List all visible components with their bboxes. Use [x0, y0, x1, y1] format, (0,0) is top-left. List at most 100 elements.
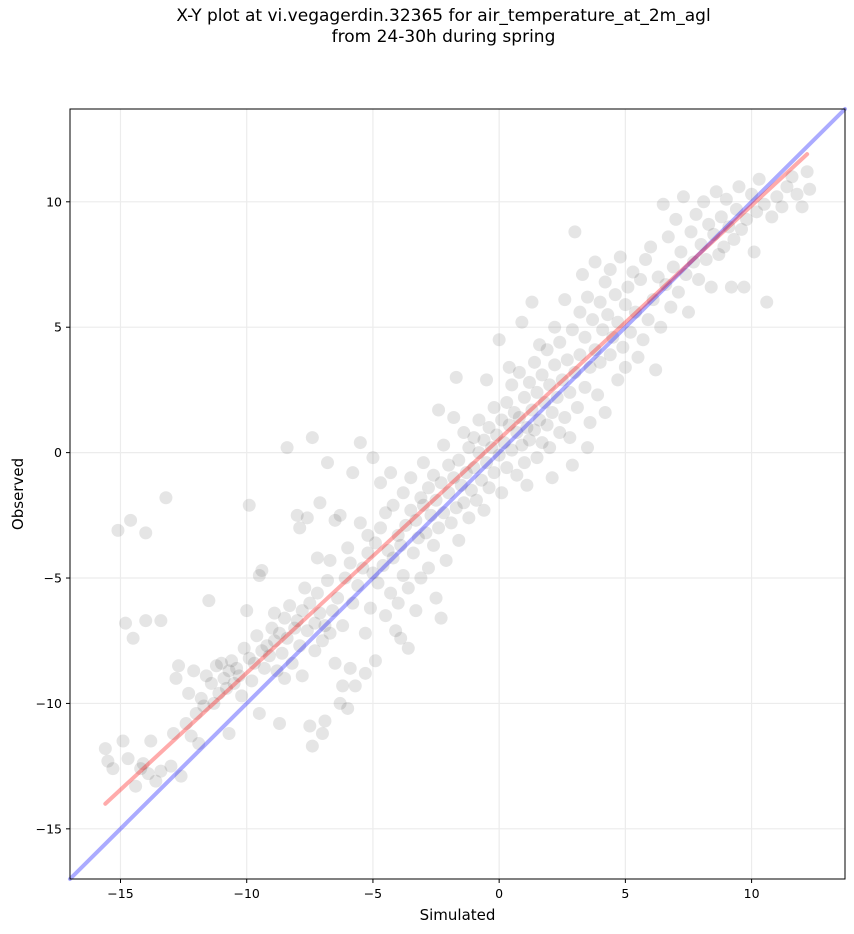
data-point [666, 260, 680, 274]
data-points [98, 165, 817, 793]
data-point [217, 671, 231, 685]
data-point [442, 486, 456, 500]
data-point [452, 453, 466, 467]
data-point [611, 315, 625, 329]
data-point [485, 441, 499, 455]
data-point [295, 604, 309, 618]
data-point [255, 644, 269, 658]
data-point [384, 466, 398, 480]
data-point [315, 634, 329, 648]
data-point [613, 250, 627, 264]
data-point [684, 225, 698, 239]
y-axis-label: Observed [9, 458, 27, 530]
data-point [530, 385, 544, 399]
data-point [111, 523, 125, 537]
data-point [401, 581, 415, 595]
data-point [409, 604, 423, 618]
data-point [278, 611, 292, 625]
data-point [421, 481, 435, 495]
data-point [575, 268, 589, 282]
data-point [712, 247, 726, 261]
data-point [727, 232, 741, 246]
data-point [790, 187, 804, 201]
data-point [124, 513, 138, 527]
data-point [477, 433, 491, 447]
data-point [687, 255, 701, 269]
data-point [220, 681, 234, 695]
data-point [320, 456, 334, 470]
data-point [427, 538, 441, 552]
data-point [570, 400, 584, 414]
data-point [376, 558, 390, 572]
data-point [227, 676, 241, 690]
data-point [442, 458, 456, 472]
data-point [593, 355, 607, 369]
data-point [434, 476, 448, 490]
data-point [780, 180, 794, 194]
data-point [527, 423, 541, 437]
data-point [583, 360, 597, 374]
data-point [500, 461, 514, 475]
data-point [409, 513, 423, 527]
data-point [136, 757, 150, 771]
data-point [149, 774, 163, 788]
data-point [563, 385, 577, 399]
data-point [300, 624, 314, 638]
data-point [285, 656, 299, 670]
data-point [474, 473, 488, 487]
data-point [265, 621, 279, 635]
data-point [689, 207, 703, 221]
data-point [611, 373, 625, 387]
data-point [469, 493, 483, 507]
data-point [116, 734, 130, 748]
data-point [722, 220, 736, 234]
x-tick-label: 10 [744, 886, 760, 901]
data-point [765, 210, 779, 224]
data-point [724, 280, 738, 294]
data-point [606, 330, 620, 344]
y-tick-label: 0 [54, 445, 62, 460]
data-point [591, 388, 605, 402]
data-point [505, 378, 519, 392]
y-tick-label: 10 [46, 194, 62, 209]
data-point [598, 405, 612, 419]
data-point [752, 172, 766, 186]
x-axis-label: Simulated [420, 906, 496, 924]
data-point [278, 671, 292, 685]
data-point [457, 496, 471, 510]
x-tick-label: −15 [107, 886, 133, 901]
data-point [358, 666, 372, 680]
data-point [681, 305, 695, 319]
data-point [740, 212, 754, 226]
data-point [404, 503, 418, 517]
data-point [401, 641, 415, 655]
data-point [323, 553, 337, 567]
data-point [379, 506, 393, 520]
data-point [182, 686, 196, 700]
data-point [381, 543, 395, 557]
data-point [500, 395, 514, 409]
data-point [449, 370, 463, 384]
data-point [487, 466, 501, 480]
data-point [631, 350, 645, 364]
data-point [558, 293, 572, 307]
data-point [290, 508, 304, 522]
data-point [280, 441, 294, 455]
data-point [323, 626, 337, 640]
data-point [719, 192, 733, 206]
data-point [588, 343, 602, 357]
data-point [154, 614, 168, 628]
data-point [404, 471, 418, 485]
data-point [795, 200, 809, 214]
data-point [361, 528, 375, 542]
data-point [341, 541, 355, 555]
data-point [214, 656, 228, 670]
data-point [406, 546, 420, 560]
data-point [144, 734, 158, 748]
data-point [540, 418, 554, 432]
data-point [737, 280, 751, 294]
data-point [558, 411, 572, 425]
data-point [141, 767, 155, 781]
data-point [482, 421, 496, 435]
